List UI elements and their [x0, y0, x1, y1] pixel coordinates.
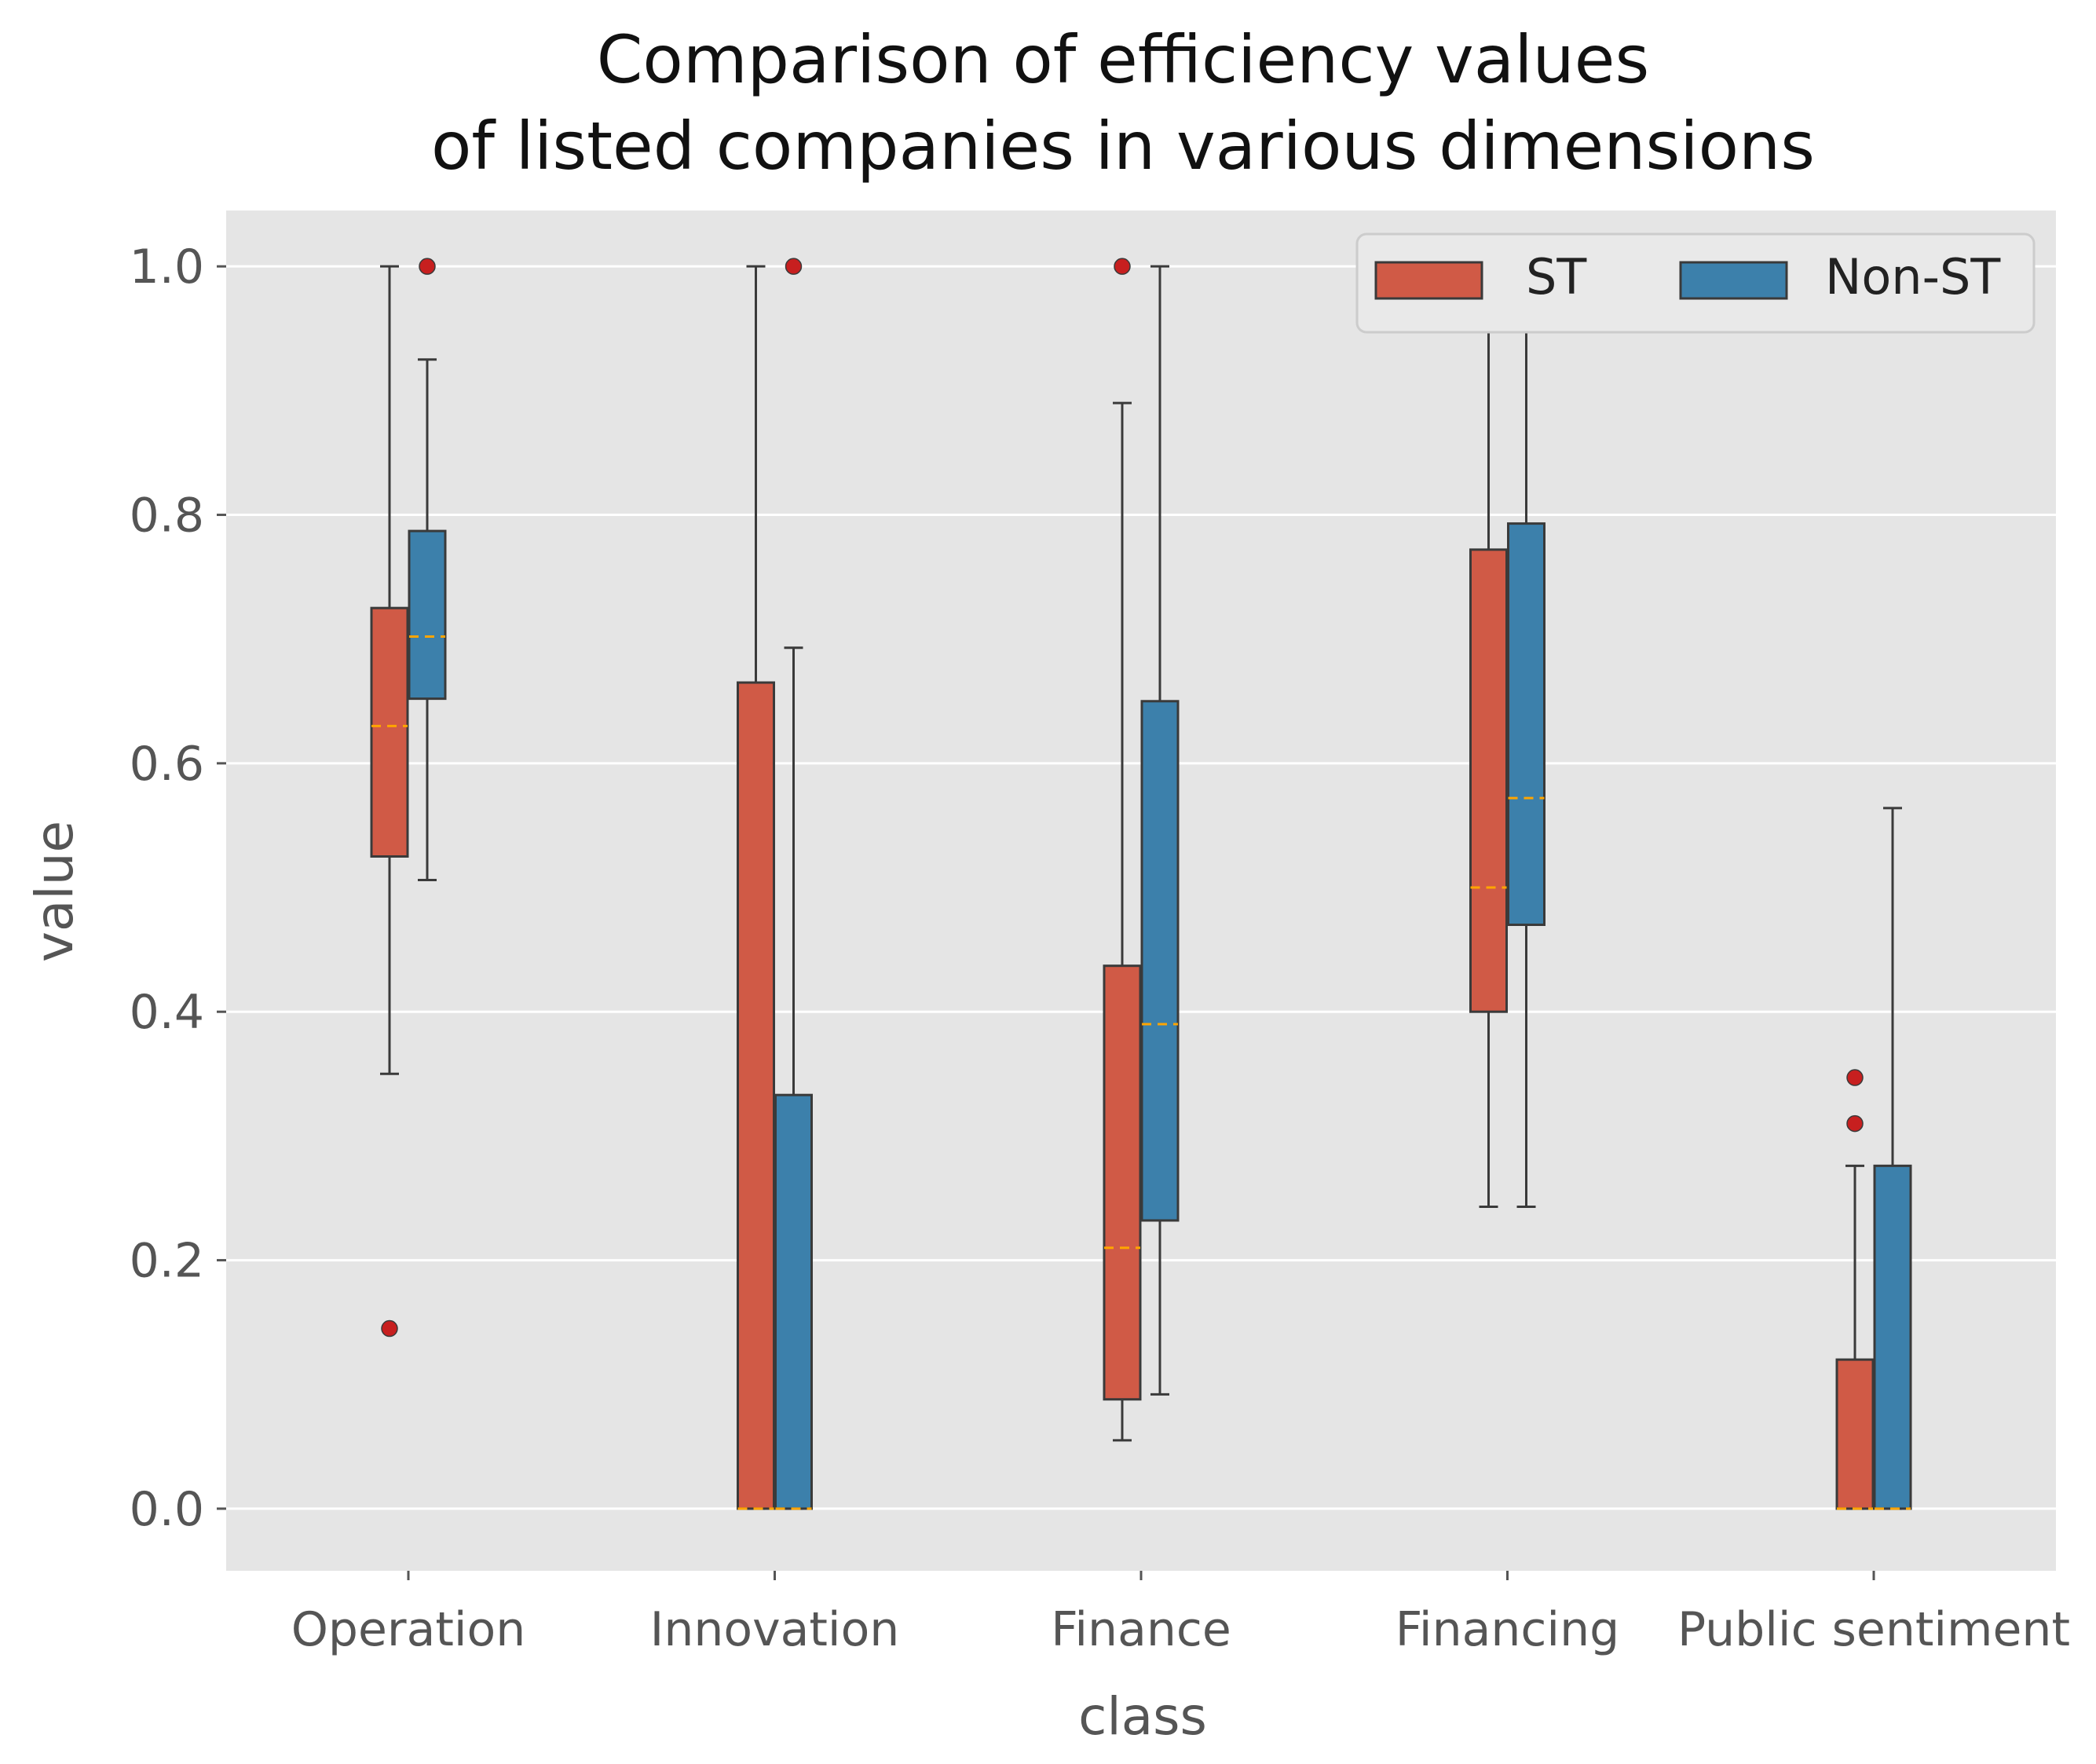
box-body	[1507, 522, 1545, 926]
outlier-point	[1846, 1114, 1864, 1133]
outlier-point	[1846, 1069, 1864, 1086]
outlier-point	[419, 258, 436, 275]
box-body	[1873, 1164, 1912, 1510]
box-non-st	[408, 258, 447, 882]
box-non-st	[1873, 258, 1912, 1510]
x-tick-label: Financing	[1396, 1602, 1619, 1657]
legend-label-st: ST	[1526, 248, 1587, 306]
legend-swatch-st	[1374, 261, 1483, 300]
box-non-st	[774, 258, 813, 1510]
outlier-point	[381, 1319, 398, 1338]
box-st	[1469, 265, 1508, 1209]
x-tick-label: Operation	[291, 1602, 526, 1657]
box-st	[1835, 1069, 1875, 1510]
legend-label-non-st: Non-ST	[1825, 248, 2001, 306]
x-axis-label: class	[1078, 1686, 1207, 1747]
y-tick-label: 0.0	[130, 1482, 204, 1537]
box-non-st	[1140, 265, 1180, 1396]
box-body	[370, 606, 409, 858]
y-tick-label: 0.4	[130, 985, 204, 1040]
x-tick-label: Innovation	[650, 1602, 900, 1657]
y-tick-label: 1.0	[130, 240, 204, 295]
box-body	[408, 529, 447, 701]
legend-swatch-non-st	[1679, 261, 1788, 300]
box-body	[1103, 964, 1142, 1401]
legend: ST Non-ST	[1355, 232, 2036, 334]
box-st	[1103, 258, 1142, 1442]
y-tick-label: 0.6	[130, 737, 204, 792]
box-non-st	[1507, 265, 1545, 1209]
box-body	[1469, 548, 1508, 1013]
box-body	[774, 1093, 813, 1510]
box-st	[737, 265, 775, 1510]
y-axis-label: value	[24, 821, 85, 962]
chart-title-line-1: Comparison of efficiency values	[597, 21, 1649, 98]
box-body	[1835, 1358, 1875, 1510]
outlier-point	[1114, 258, 1131, 275]
box-body	[1140, 700, 1180, 1222]
x-tick-label: Finance	[1051, 1602, 1231, 1657]
y-tick-label: 0.8	[130, 489, 204, 543]
box-body	[737, 681, 775, 1510]
y-tick-label: 0.2	[130, 1234, 204, 1289]
x-tick-label: Public sentiment	[1677, 1602, 2070, 1657]
box-series	[370, 258, 1912, 1510]
chart-title-line-2: of listed companies in various dimension…	[431, 108, 1815, 185]
box-st	[370, 265, 409, 1338]
outlier-point	[785, 258, 803, 275]
axes: 0.0 0.2 0.4 0.6 0.8 1.0 Operation Innovation Fin…	[130, 240, 2070, 1657]
